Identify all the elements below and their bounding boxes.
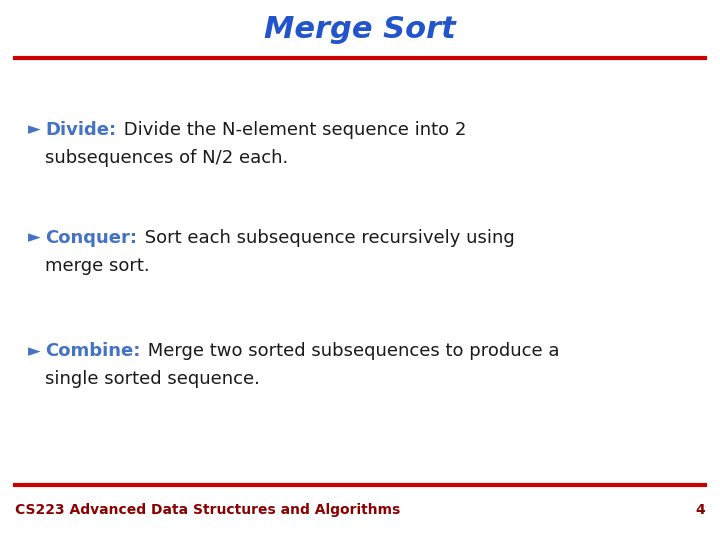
Text: ►: ► xyxy=(28,228,41,247)
Text: 4: 4 xyxy=(696,503,705,517)
Text: Conquer:: Conquer: xyxy=(45,228,137,247)
Text: Merge Sort: Merge Sort xyxy=(264,16,456,44)
Text: ►: ► xyxy=(28,342,41,360)
Text: subsequences of N/2 each.: subsequences of N/2 each. xyxy=(45,148,288,167)
Text: single sorted sequence.: single sorted sequence. xyxy=(45,370,260,388)
Text: Sort each subsequence recursively using: Sort each subsequence recursively using xyxy=(139,228,515,247)
Text: merge sort.: merge sort. xyxy=(45,256,150,275)
Text: Combine:: Combine: xyxy=(45,342,140,360)
Text: CS223 Advanced Data Structures and Algorithms: CS223 Advanced Data Structures and Algor… xyxy=(15,503,400,517)
Text: Divide the N-element sequence into 2: Divide the N-element sequence into 2 xyxy=(118,120,467,139)
Text: ►: ► xyxy=(28,120,41,139)
Text: Divide:: Divide: xyxy=(45,120,116,139)
Text: Merge two sorted subsequences to produce a: Merge two sorted subsequences to produce… xyxy=(143,342,560,360)
